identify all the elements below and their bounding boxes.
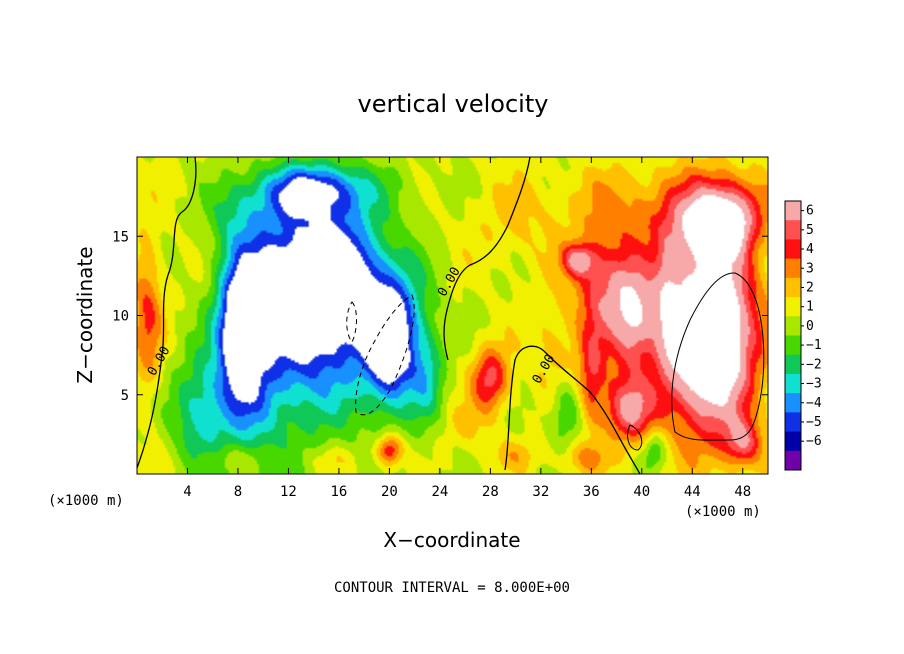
colorbar-swatch (785, 354, 801, 375)
colorbar-label: −6 (806, 434, 822, 449)
colorbar-label: −2 (806, 357, 822, 372)
colorbar-swatch (785, 450, 801, 471)
x-tick-label: 48 (734, 484, 751, 500)
y-axis-ticks: 5 10 15 (112, 229, 768, 404)
zero-contour-right (504, 345, 641, 475)
colorbar-swatch (785, 297, 801, 317)
colorbar: 6 5 4 3 2 1 0 −1 −2 −3 −4 −5 −6 (784, 200, 822, 471)
colorbar-label: 5 (806, 223, 814, 238)
y-tick-label: 5 (121, 388, 129, 404)
solid-contour-small (627, 424, 643, 451)
colorbar-swatch (785, 431, 801, 452)
colorbar-swatch (785, 258, 801, 279)
x-axis-label: X−coordinate (383, 528, 520, 552)
x-tick-label: 36 (583, 484, 600, 500)
colorbar-label: 6 (806, 204, 814, 219)
colorbar-label: −4 (806, 396, 822, 411)
colorbar-label: −5 (806, 415, 822, 430)
zero-contour-lines (136, 156, 765, 475)
y-tick-label: 10 (112, 309, 129, 325)
x-unit-label-right: (×1000 m) (685, 504, 761, 520)
x-tick-label: 12 (280, 484, 297, 500)
dashed-contour-1 (346, 301, 357, 343)
colorbar-label: −3 (806, 377, 822, 392)
x-tick-label: 40 (633, 484, 650, 500)
x-tick-label: 20 (381, 484, 398, 500)
contour-interval-footer: CONTOUR INTERVAL = 8.000E+00 (334, 580, 570, 596)
x-axis-ticks: 4 8 12 16 20 24 28 32 36 40 44 48 (183, 157, 751, 500)
colorbar-label: −1 (806, 338, 822, 353)
x-tick-label: 4 (183, 484, 191, 500)
velocity-field-heatmap (137, 157, 768, 474)
x-unit-label-left: (×1000 m) (48, 493, 124, 509)
colorbar-label: 3 (806, 261, 814, 276)
y-tick-label: 15 (112, 229, 129, 245)
y-axis-label: Z−coordinate (73, 246, 97, 383)
colorbar-swatch (785, 201, 801, 221)
colorbar-swatch (785, 335, 801, 356)
colorbar-swatch (785, 220, 801, 240)
x-tick-label: 24 (431, 484, 448, 500)
colorbar-label: 1 (806, 300, 814, 315)
colorbar-swatch (785, 393, 801, 413)
colorbar-label: 4 (806, 242, 814, 257)
dashed-contour-2 (355, 294, 415, 416)
colorbar-swatch (785, 239, 801, 260)
colorbar-swatch (785, 316, 801, 336)
chart-title: vertical velocity (358, 90, 549, 118)
solid-contour-right (671, 272, 765, 441)
plot-area: 0.000.000.00 (136, 156, 769, 475)
x-tick-label: 16 (330, 484, 347, 500)
zero-contour-middle (443, 156, 531, 361)
colorbar-swatch (785, 277, 801, 298)
colorbar-label: 0 (806, 319, 814, 334)
x-tick-label: 8 (234, 484, 242, 500)
colorbar-label: 2 (806, 280, 814, 295)
zero-contour-left (136, 156, 197, 469)
colorbar-frame (784, 200, 802, 471)
x-tick-label: 32 (532, 484, 549, 500)
x-tick-label: 28 (482, 484, 499, 500)
colorbar-swatch (785, 373, 801, 394)
x-tick-label: 44 (684, 484, 701, 500)
colorbar-swatch (785, 412, 801, 433)
